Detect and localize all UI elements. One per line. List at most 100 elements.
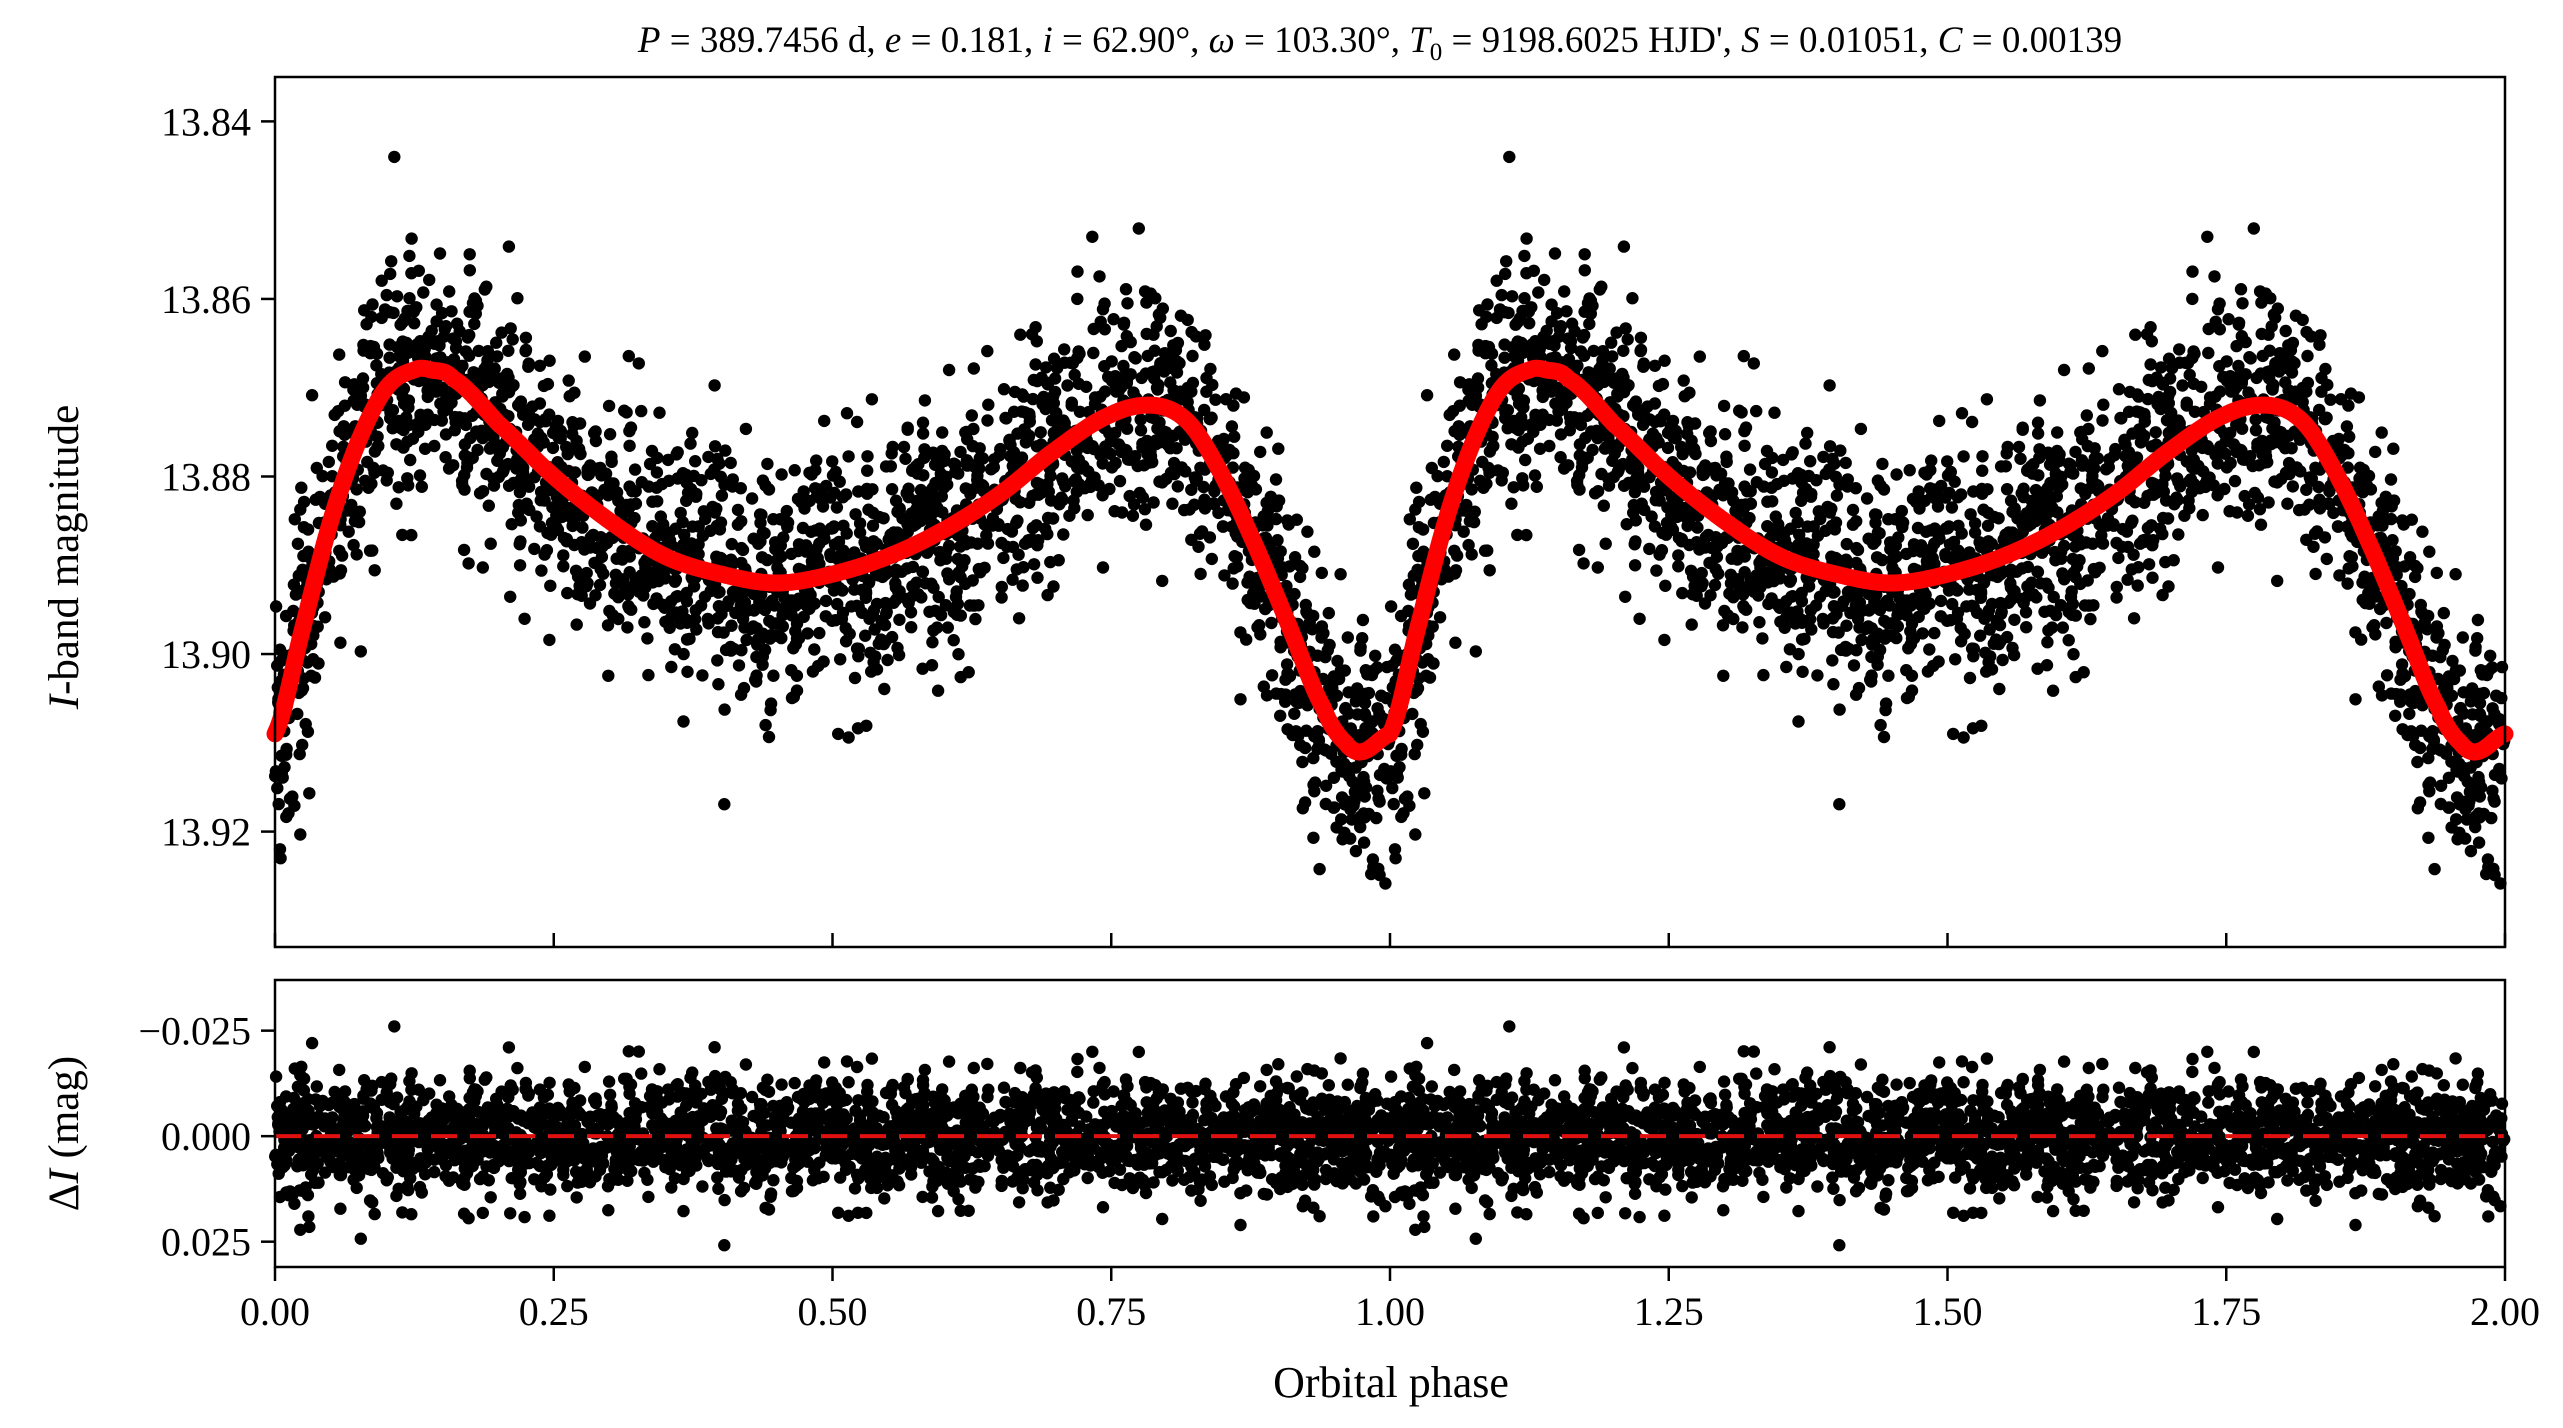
lightcurve-point	[1761, 495, 1774, 508]
lightcurve-point	[1552, 405, 1565, 418]
lightcurve-point	[2138, 496, 2151, 509]
lightcurve-point	[2457, 707, 2470, 720]
lightcurve-point	[2207, 479, 2220, 492]
lightcurve-point	[1548, 339, 1561, 352]
lightcurve-point	[2223, 505, 2236, 518]
lightcurve-point	[476, 431, 489, 445]
lightcurve-point	[1737, 349, 1751, 363]
lightcurve-point	[1181, 313, 1194, 327]
lightcurve-point	[1946, 597, 1959, 611]
lightcurve-point	[1819, 584, 1832, 598]
lightcurve-point	[2293, 503, 2306, 517]
lightcurve-point	[2414, 598, 2427, 612]
lightcurve-point	[1954, 621, 1967, 635]
lightcurve-point	[2364, 483, 2378, 496]
lightcurve-point	[1805, 623, 1818, 636]
lightcurve-point	[2000, 483, 2014, 496]
lightcurve-point	[2033, 394, 2047, 407]
lightcurve-point	[1027, 373, 1041, 387]
lightcurve-point	[1792, 715, 1805, 728]
lightcurve-point	[1132, 222, 1146, 235]
lightcurve-point	[1105, 374, 1119, 388]
lightcurve-point	[2082, 599, 2096, 612]
lightcurve-point	[819, 594, 833, 608]
lightcurve-point	[354, 645, 367, 658]
lightcurve-point	[981, 414, 994, 427]
lightcurve-point	[1826, 625, 1840, 639]
lightcurve-point	[966, 439, 979, 453]
lightcurve-point	[1104, 447, 1117, 460]
lightcurve-point	[1511, 528, 1524, 542]
lightcurve-point	[2481, 715, 2494, 728]
lightcurve-point	[2471, 613, 2485, 627]
lightcurve-point	[1307, 751, 1320, 765]
lightcurve-point	[368, 564, 381, 577]
lightcurve-point	[1966, 722, 1980, 735]
lightcurve-point	[2422, 751, 2435, 765]
lightcurve-point	[718, 798, 731, 811]
lightcurve-point	[551, 414, 565, 428]
lightcurve-point	[1068, 502, 1081, 515]
lightcurve-point	[1987, 637, 2001, 650]
lightcurve-point	[2309, 567, 2322, 581]
title-i-value: = 62.90°,	[1053, 20, 1209, 61]
lightcurve-point	[1283, 560, 1296, 573]
lightcurve-point	[1307, 609, 1320, 623]
lightcurve-point	[910, 576, 923, 589]
lightcurve-point	[704, 584, 717, 598]
lightcurve-point	[548, 501, 561, 514]
lightcurve-point	[2017, 482, 2030, 495]
lightcurve-point	[612, 612, 625, 626]
lightcurve-point	[2422, 831, 2435, 844]
lightcurve-point	[1395, 810, 1408, 824]
lightcurve-point	[930, 621, 944, 634]
lightcurve-point	[1252, 583, 1265, 597]
lightcurve-point	[1150, 320, 1163, 333]
lightcurve-point	[1449, 636, 1462, 649]
lightcurve-point	[1128, 351, 1141, 364]
lightcurve-point	[1637, 357, 1651, 370]
lightcurve-point	[2423, 545, 2436, 558]
lightcurve-point	[906, 560, 920, 574]
lightcurve-point	[275, 749, 288, 762]
lightcurve-point	[2430, 566, 2443, 580]
lightcurve-point	[2096, 414, 2109, 427]
lightcurve-point	[1891, 609, 1904, 622]
lightcurve-point	[1341, 631, 1355, 644]
lightcurve-point	[724, 456, 737, 470]
lightcurve-point	[758, 643, 772, 657]
lightcurve-point	[2186, 265, 2199, 278]
lightcurve-point	[333, 348, 346, 361]
lightcurve-point	[1992, 512, 2005, 525]
lightcurve-point	[1369, 649, 1382, 662]
lightcurve-point	[1672, 560, 1685, 573]
lightcurve-point	[1955, 407, 1969, 420]
lightcurve-point	[1265, 669, 1279, 682]
lightcurve-point	[2384, 512, 2398, 526]
lightcurve-point	[1526, 346, 1539, 360]
title-C-symbol: C	[1938, 20, 1964, 61]
lightcurve-point	[551, 523, 565, 536]
lightcurve-point	[1918, 494, 1931, 508]
lightcurve-point	[364, 347, 377, 360]
lightcurve-point	[2301, 349, 2314, 363]
lightcurve-point	[411, 346, 424, 360]
lightcurve-point	[984, 463, 998, 476]
lightcurve-point	[1532, 286, 1545, 299]
lightcurve-point	[1780, 660, 1793, 674]
lightcurve-point	[1086, 440, 1099, 453]
lightcurve-point	[2495, 660, 2509, 674]
lightcurve-point	[1627, 399, 1640, 412]
lightcurve-point	[1829, 516, 1843, 529]
lightcurve-point	[2162, 580, 2175, 593]
lightcurve-point	[1804, 604, 1818, 617]
lightcurve-point	[1515, 411, 1528, 424]
lightcurve-point	[1117, 318, 1131, 331]
lightcurve-point	[1663, 501, 1676, 514]
lightcurve-point	[1315, 620, 1329, 633]
lightcurve-point	[1827, 678, 1840, 691]
lightcurve-point	[895, 565, 908, 578]
lightcurve-point	[2441, 682, 2454, 695]
lightcurve-point	[2218, 482, 2231, 496]
